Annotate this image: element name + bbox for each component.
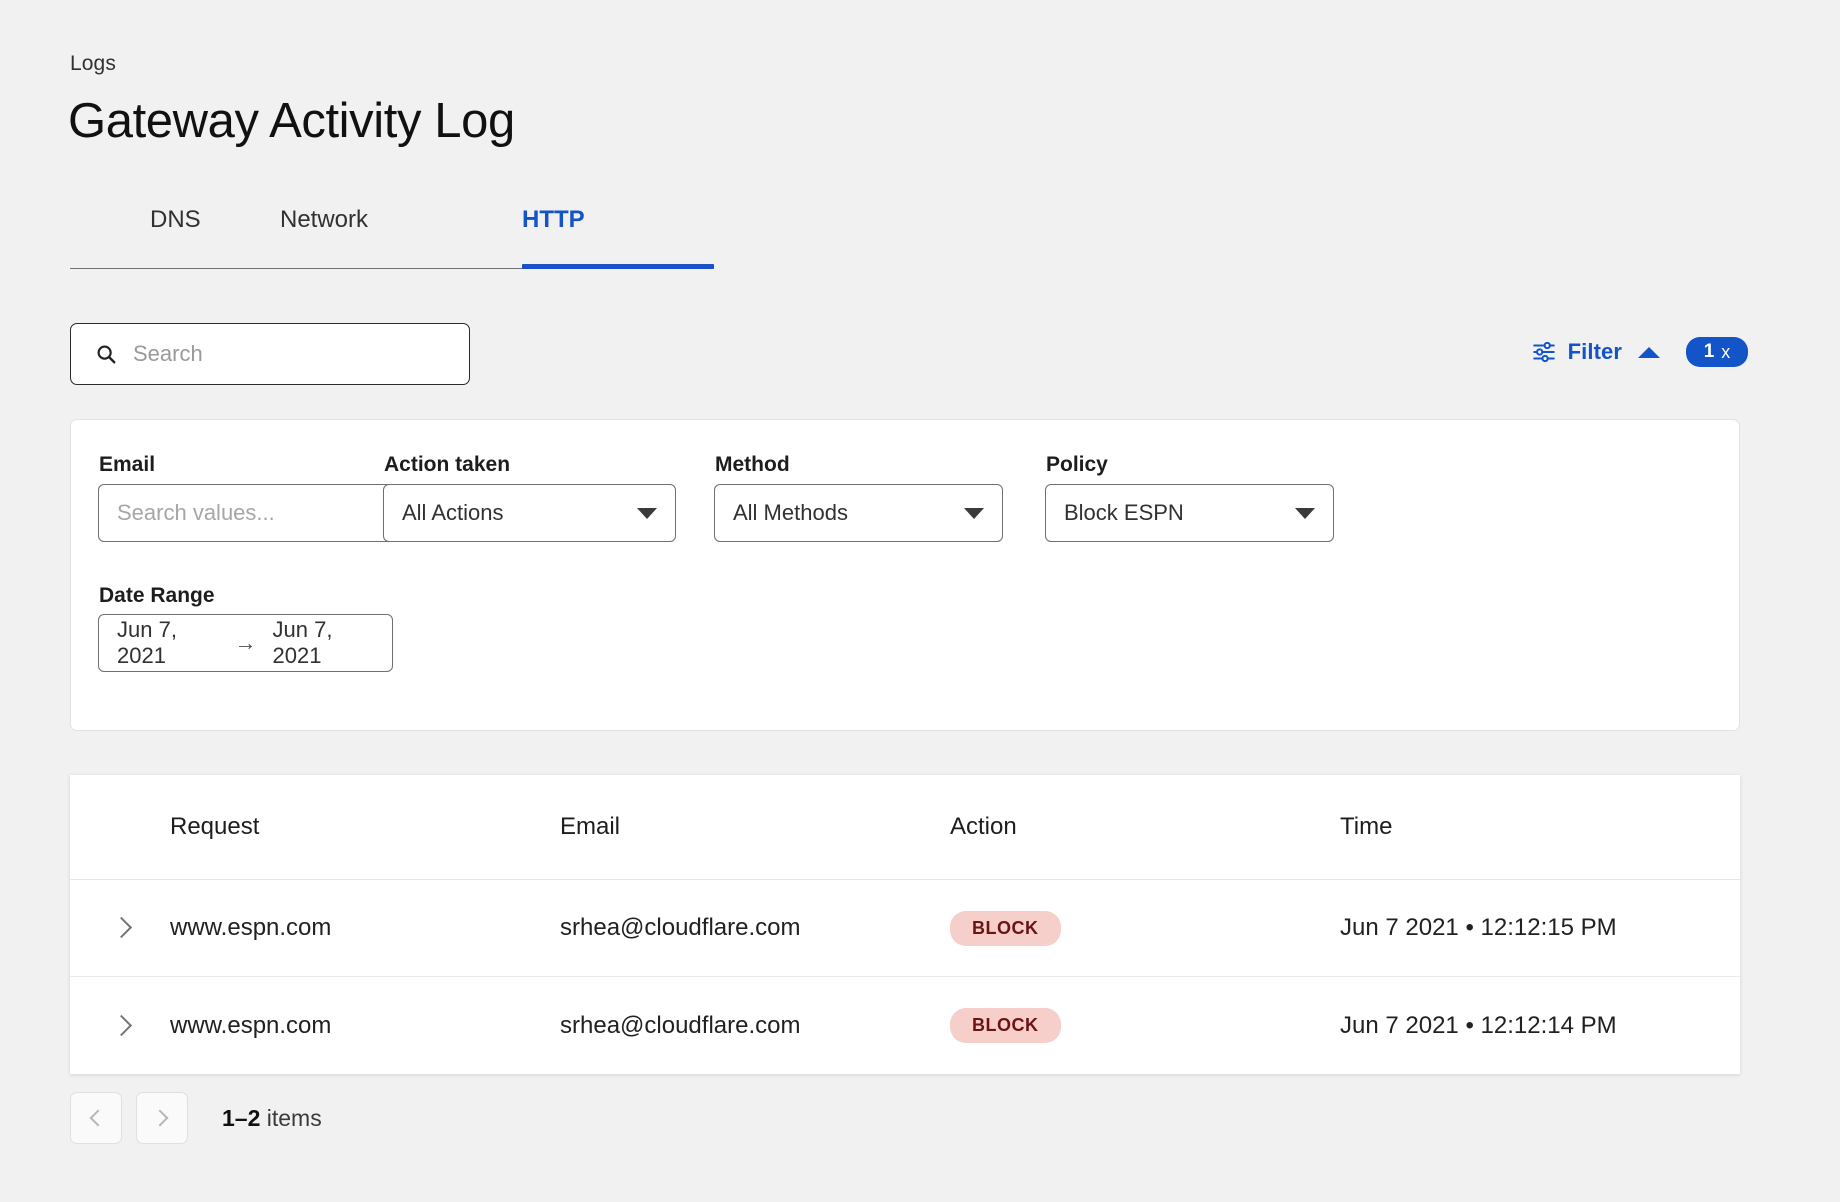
email-filter-input[interactable] bbox=[117, 500, 376, 526]
chevron-right-icon[interactable] bbox=[113, 916, 127, 940]
chevron-down-icon bbox=[964, 507, 984, 519]
email-filter-label: Email bbox=[99, 453, 156, 476]
action-filter-label: Action taken bbox=[384, 453, 511, 476]
tab-network[interactable]: Network bbox=[270, 200, 378, 240]
cell-action: BLOCK bbox=[950, 1008, 1340, 1043]
column-header-action[interactable]: Action bbox=[950, 813, 1017, 840]
clear-filters-icon[interactable]: x bbox=[1721, 341, 1731, 362]
date-range-field[interactable]: Jun 7, 2021 → Jun 7, 2021 bbox=[98, 614, 393, 672]
chevron-right-icon[interactable] bbox=[113, 1014, 127, 1038]
filter-label: Filter bbox=[1567, 339, 1622, 364]
arrow-right-icon: → bbox=[234, 630, 257, 655]
column-header-request[interactable]: Request bbox=[170, 813, 260, 840]
chevron-right-icon bbox=[151, 1109, 169, 1127]
cell-request: www.espn.com bbox=[170, 1011, 332, 1039]
method-filter-value: All Methods bbox=[733, 500, 848, 525]
filter-toggle[interactable]: Filter 1 x bbox=[1531, 337, 1748, 367]
policy-filter-label: Policy bbox=[1046, 453, 1108, 476]
cell-email: srhea@cloudflare.com bbox=[560, 1011, 801, 1039]
filter-count: 1 bbox=[1703, 341, 1715, 362]
next-page-button[interactable] bbox=[136, 1092, 188, 1144]
pagination-range: 1–2 bbox=[222, 1104, 261, 1131]
table-row[interactable]: www.espn.com srhea@cloudflare.com BLOCK … bbox=[70, 977, 1740, 1074]
filter-panel: Email Action taken All Actions Method Al… bbox=[70, 419, 1740, 731]
tab-bar-divider bbox=[70, 268, 645, 269]
tab-dns[interactable]: DNS bbox=[140, 200, 211, 240]
cell-time: Jun 7 2021 • 12:12:14 PM bbox=[1340, 1011, 1617, 1039]
cell-request: www.espn.com bbox=[170, 914, 332, 941]
page-title: Gateway Activity Log bbox=[68, 94, 515, 148]
tab-bar: DNS Network HTTP bbox=[70, 200, 1770, 270]
pagination: 1–2 items bbox=[70, 1092, 322, 1144]
column-header-time[interactable]: Time bbox=[1340, 813, 1393, 840]
filter-count-badge[interactable]: 1 x bbox=[1686, 337, 1748, 367]
status-badge: BLOCK bbox=[950, 910, 1061, 946]
method-filter-label: Method bbox=[715, 453, 790, 476]
policy-filter-value: Block ESPN bbox=[1064, 500, 1184, 525]
chevron-down-icon bbox=[637, 507, 657, 519]
policy-filter-select[interactable]: Block ESPN bbox=[1045, 484, 1334, 542]
column-header-email[interactable]: Email bbox=[560, 813, 621, 840]
pagination-summary: 1–2 items bbox=[222, 1105, 322, 1132]
sliders-icon bbox=[1532, 341, 1555, 363]
search-input[interactable] bbox=[133, 341, 455, 367]
pagination-suffix: items bbox=[260, 1104, 322, 1131]
tab-active-indicator bbox=[522, 264, 714, 269]
expand-row-button[interactable] bbox=[70, 1014, 170, 1038]
chevron-left-icon bbox=[89, 1109, 107, 1127]
status-badge: BLOCK bbox=[950, 1008, 1061, 1043]
tab-http[interactable]: HTTP bbox=[512, 200, 595, 240]
email-filter-field[interactable] bbox=[98, 484, 395, 542]
cell-email: srhea@cloudflare.com bbox=[560, 914, 801, 941]
cell-action: BLOCK bbox=[950, 910, 1340, 946]
action-filter-select[interactable]: All Actions bbox=[383, 484, 676, 542]
chevron-down-icon bbox=[1295, 507, 1315, 519]
date-range-label: Date Range bbox=[99, 584, 215, 607]
date-range-end[interactable]: Jun 7, 2021 bbox=[272, 617, 333, 668]
search-box[interactable] bbox=[70, 323, 470, 385]
breadcrumb[interactable]: Logs bbox=[70, 52, 116, 75]
caret-up-icon[interactable] bbox=[1638, 346, 1660, 358]
activity-log-table: Request Email Action Time www.espn.com s… bbox=[70, 775, 1740, 1074]
table-row[interactable]: www.espn.com srhea@cloudflare.com BLOCK … bbox=[70, 880, 1740, 977]
table-header-row: Request Email Action Time bbox=[70, 775, 1740, 880]
method-filter-select[interactable]: All Methods bbox=[714, 484, 1003, 542]
expand-row-button[interactable] bbox=[70, 916, 170, 940]
date-range-start[interactable]: Jun 7, 2021 bbox=[117, 617, 177, 668]
previous-page-button[interactable] bbox=[70, 1092, 122, 1144]
action-filter-value: All Actions bbox=[402, 500, 504, 525]
cell-time: Jun 7 2021 • 12:12:15 PM bbox=[1340, 914, 1617, 941]
search-icon bbox=[97, 345, 116, 364]
